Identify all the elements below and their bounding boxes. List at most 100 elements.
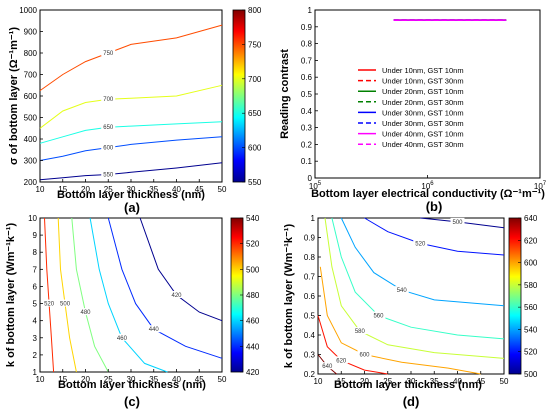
- colorbar-tick-label: 750: [248, 40, 262, 49]
- legend: Under 10nm, GST 10nm Under 10nm, GST 30nm…: [358, 66, 464, 149]
- legend-label: Under 30nm, GST 30nm: [382, 119, 464, 128]
- contour-line: [107, 217, 223, 359]
- colorbar-tick-label: 520: [246, 240, 260, 249]
- contour-label: 600: [103, 146, 114, 152]
- contour-label-bg: [371, 311, 386, 319]
- contour-label: 700: [103, 97, 114, 103]
- y-tick-label: 0.1: [301, 157, 313, 166]
- contour-label-bg: [101, 123, 116, 131]
- x-tick-label: 50: [218, 185, 227, 194]
- contour-label: 520: [44, 302, 55, 308]
- x-tick-label: 15: [58, 375, 67, 384]
- contour-label-bg: [101, 49, 116, 56]
- colorbar-tick-label: 500: [246, 265, 260, 274]
- x-tick-label: 20: [81, 375, 90, 384]
- y-tick-label: 10: [28, 214, 37, 223]
- contour-label: 500: [452, 220, 463, 226]
- contour-label-bg: [101, 170, 116, 178]
- y-tick-label: 0.9: [301, 23, 313, 32]
- y-tick-label: 0.2: [301, 140, 313, 149]
- colorbar-tick-label: 650: [248, 109, 262, 118]
- y-axis-label: k of bottom layer (Wm⁻¹k⁻¹): [5, 223, 17, 368]
- contour-label-bg: [320, 362, 335, 370]
- contour-label: 460: [117, 336, 128, 342]
- y-tick-label: 0.4: [301, 107, 313, 116]
- contour-label: 620: [336, 358, 347, 364]
- x-tick-label: 40: [453, 377, 462, 386]
- colorbar-tick-label: 500: [524, 370, 538, 379]
- x-tick-label: 40: [172, 375, 181, 384]
- y-tick-label: 0: [308, 174, 313, 183]
- x-tick-label: 30: [127, 185, 136, 194]
- colorbar-tick-label: 550: [248, 178, 262, 187]
- y-tick-label: 8: [33, 248, 38, 257]
- y-tick-label: 1: [33, 368, 38, 377]
- y-axis-label: Reading contrast: [279, 49, 291, 139]
- y-tick-label: 0.9: [304, 234, 316, 243]
- x-tick-label: 45: [195, 375, 204, 384]
- x-tick-label: 15: [337, 377, 346, 386]
- x-tick-label: 50: [500, 377, 509, 386]
- colorbar-tick-label: 520: [524, 348, 538, 357]
- legend-label: Under 10nm, GST 10nm: [382, 66, 464, 75]
- y-tick-label: 0.6: [304, 292, 316, 301]
- colorbar-tick-label: 540: [524, 325, 538, 334]
- x-axis-label: Bottom layer thickness (nm): [334, 379, 482, 391]
- plot-frame: [317, 217, 505, 375]
- x-tick-label: 106: [421, 181, 434, 191]
- legend-label: Under 20nm, GST 30nm: [382, 98, 464, 107]
- x-tick-label: 10: [36, 375, 45, 384]
- y-tick-label: 400: [24, 135, 38, 144]
- contour-label-bg: [114, 333, 129, 341]
- colorbar-tick-label: 460: [246, 317, 260, 326]
- colorbar-tick-label: 420: [246, 368, 260, 377]
- contour-label-bg: [146, 325, 161, 333]
- y-tick-label: 6: [33, 282, 38, 291]
- plot-frame: [39, 9, 223, 183]
- colorbar: [232, 9, 246, 183]
- contour-label: 750: [103, 51, 114, 57]
- x-tick-label: 25: [383, 377, 392, 386]
- colorbar-tick-label: 600: [524, 259, 538, 268]
- x-tick-label: 50: [218, 375, 227, 384]
- x-axis-label: Bottom layer thickness (nm): [57, 189, 205, 201]
- panel-b: 105 106 107 00.10.20.30.40.50.60.70.80.91 …: [279, 6, 547, 214]
- contour-label: 580: [355, 329, 366, 335]
- x-tick-label: 10: [36, 185, 45, 194]
- y-tick-label: 0.8: [304, 253, 316, 262]
- contour-line: [340, 217, 505, 307]
- y-tick-label: 0.8: [301, 40, 313, 49]
- y-tick-label: 0.5: [304, 312, 316, 321]
- y-tick-label: 700: [24, 71, 38, 80]
- y-tick-label: 1000: [19, 6, 37, 15]
- contour-label: 550: [103, 172, 114, 178]
- colorbar: [508, 217, 522, 375]
- y-tick-label: 0.5: [301, 90, 313, 99]
- x-tick-label: 35: [149, 185, 158, 194]
- y-tick-label: 2: [33, 351, 38, 360]
- y-tick-label: 0.4: [304, 331, 316, 340]
- colorbar-tick-label: 440: [246, 342, 260, 351]
- contour-label: 480: [80, 310, 91, 316]
- y-tick-label: 1: [308, 6, 313, 15]
- x-tick-label: 105: [309, 181, 322, 191]
- y-tick-label: 800: [24, 49, 38, 58]
- y-tick-label: 0.7: [301, 56, 313, 65]
- y-tick-label: 0.6: [301, 73, 313, 82]
- contour-label-bg: [101, 143, 116, 151]
- x-tick-label: 45: [476, 377, 485, 386]
- y-tick-label: 200: [24, 178, 38, 187]
- panel-a: 750 700 650 600 550 10 15 20 25 30 35 40 45 50 200 30…: [8, 6, 262, 215]
- x-tick-label: 35: [149, 375, 158, 384]
- x-tick-label: 30: [127, 375, 136, 384]
- contour-label: 520: [415, 241, 426, 247]
- contour-label: 420: [171, 293, 182, 299]
- contour-label-bg: [334, 356, 349, 364]
- y-tick-label: 7: [33, 265, 38, 274]
- colorbar-tick-label: 540: [246, 214, 260, 223]
- y-tick-label: 0.2: [304, 370, 316, 379]
- x-tick-label: 40: [172, 185, 181, 194]
- legend-label: Under 40nm, GST 10nm: [382, 130, 464, 139]
